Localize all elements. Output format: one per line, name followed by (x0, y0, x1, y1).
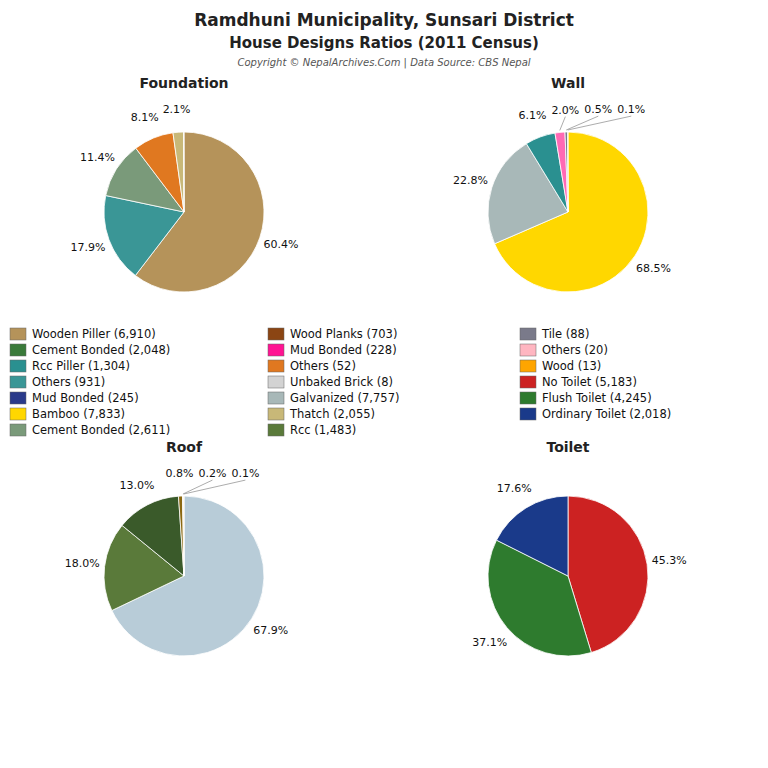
legend-label: Wood (13) (542, 359, 601, 373)
legend-swatch (520, 392, 536, 404)
pie-slice (183, 132, 185, 212)
pie-title: Wall (551, 75, 585, 91)
data-label: 37.1% (472, 636, 507, 649)
leader-line (183, 480, 212, 494)
pie-slice (183, 496, 185, 576)
data-labels: 45.3% 37.1% 17.6% (472, 482, 687, 648)
wedges (488, 132, 648, 292)
wedges (104, 496, 264, 656)
legend-swatch (10, 408, 26, 420)
data-labels: 67.9% 18.0% 13.0% 0.8% 0.2% 0.1% (65, 467, 288, 637)
pie-slice (565, 132, 568, 212)
legend-swatch (10, 376, 26, 388)
legend-label: Flush Toilet (4,245) (542, 391, 652, 405)
legend-label: No Toilet (5,183) (542, 375, 637, 389)
wedges (104, 132, 264, 292)
pie-slice (567, 132, 569, 212)
data-label: 0.1% (617, 103, 645, 116)
data-label: 0.2% (198, 467, 226, 480)
legend-swatch (10, 328, 26, 340)
legend-label: Mud Bonded (228) (290, 343, 397, 357)
data-label: 18.0% (65, 557, 100, 570)
legend-swatch (268, 376, 284, 388)
data-label: 0.8% (166, 467, 194, 480)
legend-swatch (10, 344, 26, 356)
pie-slice (178, 496, 184, 576)
pie-slice (173, 132, 184, 212)
pie-title: Toilet (546, 439, 589, 455)
legend-label: Others (20) (542, 343, 608, 357)
legend-label: Rcc Piller (1,304) (32, 359, 130, 373)
legend-label: Ordinary Toilet (2,018) (542, 407, 671, 421)
legend-swatch (268, 360, 284, 372)
data-label: 8.1% (131, 111, 159, 124)
data-label: 67.9% (253, 624, 288, 637)
data-label: 13.0% (119, 479, 154, 492)
subtitle: House Designs Ratios (2011 Census) (229, 34, 539, 52)
data-label: 6.1% (518, 109, 546, 122)
legend-swatch (520, 376, 536, 388)
pie: Toilet 45.3% 37.1% 17.6% (472, 439, 687, 656)
legend-swatch (520, 408, 536, 420)
legend-swatch (10, 424, 26, 436)
legend-label: Others (52) (290, 359, 356, 373)
pie: Wall 68.5% 22.8% 6.1% 2.0% 0.5% 0.1% (453, 75, 671, 292)
pie-slice (136, 133, 184, 212)
legend-swatch (268, 424, 284, 436)
legend-label: Wood Planks (703) (290, 327, 397, 341)
data-label: 17.6% (497, 482, 532, 495)
data-label: 17.9% (71, 241, 106, 254)
legend-swatch (10, 392, 26, 404)
leader-line (560, 117, 566, 131)
leader-line (566, 116, 598, 130)
legend-swatch (268, 328, 284, 340)
legend-label: Unbaked Brick (8) (290, 375, 393, 389)
wedges (488, 496, 648, 656)
data-label: 45.3% (652, 554, 687, 567)
legend-swatch (268, 344, 284, 356)
data-labels: 68.5% 22.8% 6.1% 2.0% 0.5% 0.1% (453, 103, 671, 275)
pie-slice (496, 496, 568, 576)
legend-label: Cement Bonded (2,048) (32, 343, 170, 357)
data-label: 22.8% (453, 174, 488, 187)
legend-swatch (268, 392, 284, 404)
page: {"title": "Ramdhuni Municipality, Sunsar… (0, 0, 768, 768)
data-label: 11.4% (80, 151, 115, 164)
legend-swatch (520, 344, 536, 356)
pie-title: Roof (166, 439, 203, 455)
data-label: 2.0% (551, 104, 579, 117)
data-label: 0.1% (231, 467, 259, 480)
pie-title: Foundation (139, 75, 228, 91)
chart: Ramdhuni Municipality, Sunsari District H… (0, 0, 768, 768)
legend-swatch (10, 360, 26, 372)
data-label: 2.1% (163, 103, 191, 116)
title: Ramdhuni Municipality, Sunsari District (194, 10, 574, 30)
pie-slice (122, 496, 184, 576)
legend-label: Mud Bonded (245) (32, 391, 139, 405)
leader-line (568, 116, 632, 130)
legend: Wooden Piller (6,910) Cement Bonded (2,04… (10, 327, 671, 437)
legend-label: Galvanized (7,757) (290, 391, 399, 405)
leader-line (184, 480, 246, 494)
data-label: 68.5% (636, 262, 671, 275)
pie-slice (555, 132, 568, 212)
legend-label: Thatch (2,055) (289, 407, 375, 421)
data-labels: 60.4% 17.9% 11.4% 8.1% 2.1% (71, 103, 299, 254)
legend-label: Others (931) (32, 375, 105, 389)
legend-label: Tile (88) (541, 327, 589, 341)
data-label: 0.5% (584, 103, 612, 116)
annotation: Copyright © NepalArchives.Com | Data Sou… (237, 57, 530, 69)
pie: Roof 67.9% 18.0% 13.0% 0.8% 0.2% 0.1% (65, 439, 288, 656)
legend-label: Wooden Piller (6,910) (32, 327, 156, 341)
legend-label: Bamboo (7,833) (32, 407, 125, 421)
data-label: 60.4% (264, 238, 299, 251)
legend-label: Cement Bonded (2,611) (32, 423, 170, 437)
legend-swatch (268, 408, 284, 420)
legend-swatch (520, 328, 536, 340)
pie-slice (182, 496, 184, 576)
legend-label: Rcc (1,483) (290, 423, 356, 437)
pie: Foundation 60.4% 17.9% 11.4% 8.1% 2.1% (71, 75, 299, 292)
legend-swatch (520, 360, 536, 372)
